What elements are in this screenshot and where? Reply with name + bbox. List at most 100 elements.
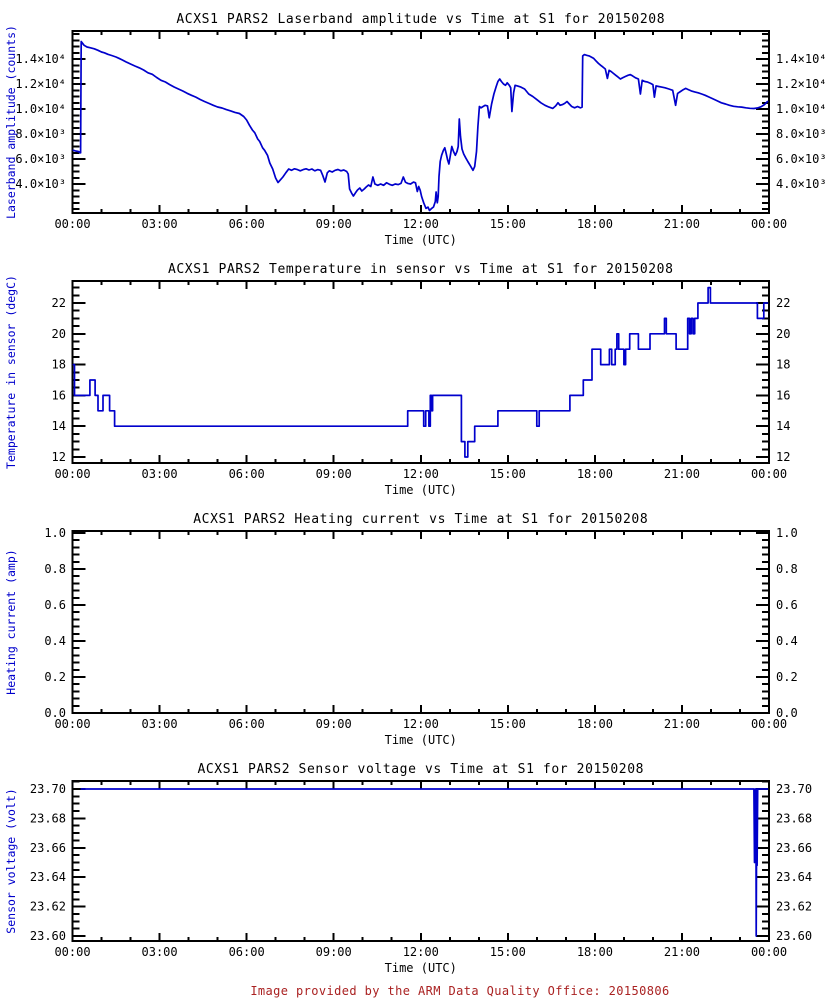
laserband-amplitude-chart: ACXS1 PARS2 Laserband amplitude vs Time …	[4, 12, 827, 247]
y-tick-label-left: 23.62	[30, 900, 66, 914]
x-axis-label: Time (UTC)	[385, 733, 457, 747]
x-tick-label: 03:00	[142, 717, 178, 731]
y-tick-label-left: 23.60	[30, 929, 66, 943]
x-tick-label: 00:00	[54, 717, 90, 731]
footer-credit: Image provided by the ARM Data Quality O…	[250, 984, 670, 998]
y-tick-label-left: 22	[52, 296, 66, 310]
x-tick-label: 00:00	[751, 217, 787, 231]
sensor-temperature-chart: ACXS1 PARS2 Temperature in sensor vs Tim…	[4, 262, 790, 497]
x-axis-label: Time (UTC)	[385, 483, 457, 497]
y-tick-label-left: 23.66	[30, 841, 66, 855]
x-tick-label: 00:00	[54, 467, 90, 481]
x-tick-label: 21:00	[664, 717, 700, 731]
y-tick-label-left: 23.68	[30, 811, 66, 825]
x-tick-label: 00:00	[751, 945, 787, 959]
data-line	[72, 286, 769, 458]
y-axis-label: Sensor voltage (volt)	[4, 788, 18, 933]
x-tick-label: 15:00	[490, 217, 526, 231]
x-tick-label: 12:00	[403, 467, 439, 481]
x-tick-label: 09:00	[316, 467, 352, 481]
x-tick-label: 15:00	[490, 945, 526, 959]
data-line	[80, 788, 769, 937]
y-tick-label-left: 0.0	[44, 706, 66, 720]
x-tick-label: 15:00	[490, 717, 526, 731]
plot-frame	[71, 280, 770, 464]
y-tick-label-right: 18	[776, 358, 790, 372]
x-tick-label: 18:00	[577, 467, 613, 481]
y-tick-label-left: 16	[52, 388, 66, 402]
y-tick-label-right: 0.8	[776, 562, 798, 576]
plot-frame	[71, 530, 770, 714]
y-tick-label-left: 8.0×10³	[15, 127, 66, 141]
x-tick-label: 18:00	[577, 945, 613, 959]
y-tick-label-right: 20	[776, 327, 790, 341]
plot-title: ACXS1 PARS2 Heating current vs Time at S…	[193, 512, 648, 527]
y-tick-label-left: 14	[52, 419, 66, 433]
heating-current-chart: ACXS1 PARS2 Heating current vs Time at S…	[4, 512, 798, 747]
y-axis-label: Temperature in sensor (degC)	[4, 275, 18, 469]
y-axis-label: Heating current (amp)	[4, 549, 18, 694]
y-tick-label-left: 0.6	[44, 598, 66, 612]
plot-title: ACXS1 PARS2 Temperature in sensor vs Tim…	[168, 262, 674, 277]
y-tick-label-right: 23.62	[776, 900, 812, 914]
data-line	[72, 40, 769, 212]
y-tick-label-right: 1.4×10⁴	[776, 52, 827, 66]
x-axis-label: Time (UTC)	[385, 961, 457, 975]
y-tick-label-right: 1.0×10⁴	[776, 102, 827, 116]
y-tick-label-left: 1.2×10⁴	[15, 77, 66, 91]
y-tick-label-right: 23.66	[776, 841, 812, 855]
x-tick-label: 12:00	[403, 717, 439, 731]
y-tick-label-right: 1.0	[776, 526, 798, 540]
y-tick-label-right: 23.70	[776, 782, 812, 796]
y-tick-label-right: 23.68	[776, 811, 812, 825]
y-tick-label-left: 1.4×10⁴	[15, 52, 66, 66]
y-tick-label-right: 23.64	[776, 870, 812, 884]
x-tick-label: 00:00	[751, 717, 787, 731]
x-tick-label: 09:00	[316, 217, 352, 231]
x-tick-label: 06:00	[229, 467, 265, 481]
x-tick-label: 18:00	[577, 217, 613, 231]
sensor-voltage-chart: ACXS1 PARS2 Sensor voltage vs Time at S1…	[4, 762, 812, 975]
y-tick-label-right: 4.0×10³	[776, 177, 827, 191]
y-tick-label-left: 6.0×10³	[15, 152, 66, 166]
y-tick-label-right: 0.2	[776, 670, 798, 684]
y-tick-label-left: 23.64	[30, 870, 66, 884]
x-tick-label: 21:00	[664, 945, 700, 959]
y-tick-label-left: 18	[52, 358, 66, 372]
y-tick-label-right: 1.2×10⁴	[776, 77, 827, 91]
x-axis-label: Time (UTC)	[385, 233, 457, 247]
y-tick-label-left: 0.8	[44, 562, 66, 576]
y-tick-label-right: 0.6	[776, 598, 798, 612]
y-tick-label-left: 4.0×10³	[15, 177, 66, 191]
y-tick-label-left: 0.4	[44, 634, 66, 648]
y-tick-label-left: 0.2	[44, 670, 66, 684]
x-tick-label: 06:00	[229, 945, 265, 959]
y-tick-label-right: 0.0	[776, 706, 798, 720]
x-tick-label: 03:00	[142, 217, 178, 231]
plot-frame	[71, 30, 770, 214]
y-tick-label-right: 22	[776, 296, 790, 310]
y-tick-label-right: 16	[776, 388, 790, 402]
y-axis-label: Laserband amplitude (counts)	[4, 25, 18, 219]
plot-title: ACXS1 PARS2 Sensor voltage vs Time at S1…	[197, 762, 644, 777]
x-tick-label: 00:00	[54, 217, 90, 231]
y-tick-label-left: 12	[52, 450, 66, 464]
y-tick-label-right: 23.60	[776, 929, 812, 943]
x-tick-label: 06:00	[229, 217, 265, 231]
y-tick-label-right: 0.4	[776, 634, 798, 648]
plot-title: ACXS1 PARS2 Laserband amplitude vs Time …	[176, 12, 665, 27]
plot-frame	[71, 780, 770, 942]
y-tick-label-left: 1.0×10⁴	[15, 102, 66, 116]
x-tick-label: 09:00	[316, 717, 352, 731]
x-tick-label: 12:00	[403, 217, 439, 231]
x-tick-label: 06:00	[229, 717, 265, 731]
y-tick-label-left: 20	[52, 327, 66, 341]
x-tick-label: 03:00	[142, 467, 178, 481]
y-tick-label-left: 1.0	[44, 526, 66, 540]
y-tick-label-right: 14	[776, 419, 790, 433]
x-tick-label: 21:00	[664, 467, 700, 481]
x-tick-label: 09:00	[316, 945, 352, 959]
x-tick-label: 21:00	[664, 217, 700, 231]
y-tick-label-left: 23.70	[30, 782, 66, 796]
